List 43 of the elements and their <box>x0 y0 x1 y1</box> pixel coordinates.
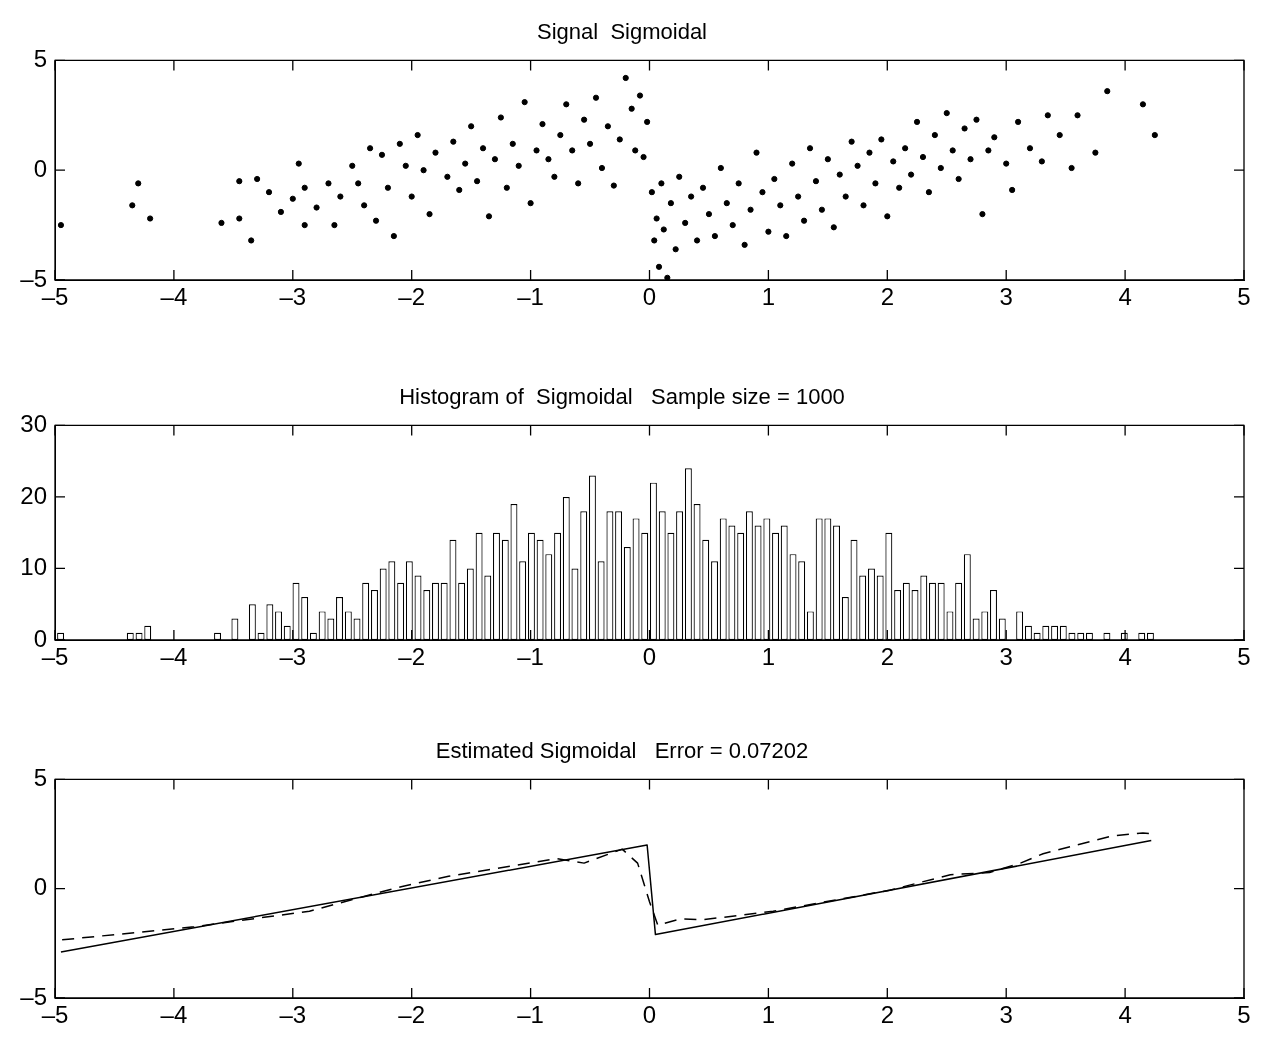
x-tick-label: –1 <box>517 1001 544 1029</box>
chart-title: Histogram of Sigmoidal Sample size = 1000 <box>399 384 845 410</box>
chart-title: Estimated Sigmoidal Error = 0.07202 <box>435 738 809 764</box>
x-tick-label: 5 <box>1237 283 1251 311</box>
x-tick-label: 0 <box>642 643 657 671</box>
x-tick-label: 3 <box>999 1001 1013 1029</box>
x-tick-label: –2 <box>398 283 426 311</box>
chart-title: Signal Sigmoidal <box>537 19 707 45</box>
x-tick-label: 4 <box>1118 1001 1132 1029</box>
x-tick-label: –4 <box>160 643 188 671</box>
y-tick-label: 0 <box>33 873 47 901</box>
x-tick-label: 1 <box>761 283 776 311</box>
y-tick-label: –5 <box>20 982 47 1010</box>
x-tick-label: 2 <box>880 1001 894 1029</box>
x-tick-label: –2 <box>398 643 426 671</box>
y-tick-label: 5 <box>33 764 47 792</box>
x-tick-label: 4 <box>1118 643 1132 671</box>
x-tick-label: –4 <box>160 283 188 311</box>
x-tick-label: 2 <box>880 283 894 311</box>
x-tick-label: 4 <box>1118 283 1132 311</box>
x-tick-label: 0 <box>642 283 657 311</box>
x-tick-label: 1 <box>761 643 776 671</box>
y-tick-label: 10 <box>20 553 47 581</box>
x-tick-label: –3 <box>279 1001 307 1029</box>
y-tick-label: 30 <box>20 410 47 438</box>
x-tick-label: –2 <box>398 1001 426 1029</box>
x-tick-label: –4 <box>160 1001 188 1029</box>
x-tick-label: –3 <box>279 283 307 311</box>
x-tick-label: 1 <box>761 1001 776 1029</box>
x-tick-label: 0 <box>642 1001 657 1029</box>
x-tick-label: 3 <box>999 643 1013 671</box>
x-tick-label: 5 <box>1237 1001 1251 1029</box>
y-tick-label: 5 <box>33 45 47 73</box>
y-tick-label: –5 <box>20 264 47 292</box>
y-tick-label: 0 <box>33 624 47 652</box>
x-tick-label: 5 <box>1237 643 1251 671</box>
x-tick-label: –1 <box>517 643 544 671</box>
x-tick-label: 3 <box>999 283 1013 311</box>
y-tick-label: 20 <box>20 481 47 509</box>
x-tick-label: 2 <box>880 643 894 671</box>
x-tick-label: –3 <box>279 643 307 671</box>
x-tick-label: –1 <box>517 283 544 311</box>
y-tick-label: 0 <box>33 154 47 182</box>
